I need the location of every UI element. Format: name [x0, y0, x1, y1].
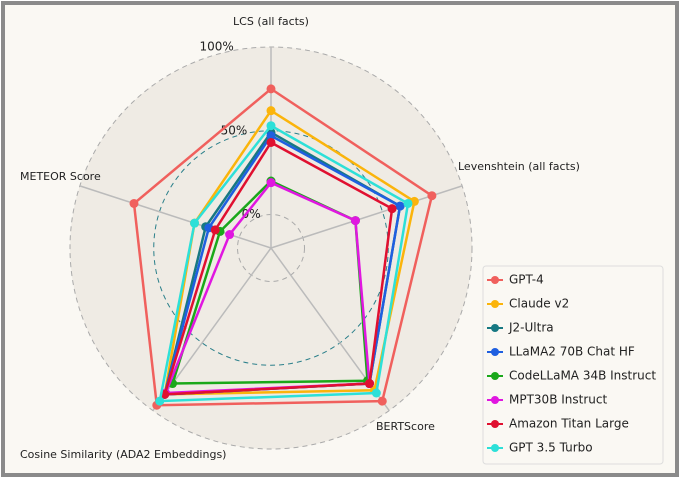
legend-marker: [491, 372, 499, 380]
legend: [482, 265, 664, 465]
legend-marker: [491, 444, 499, 452]
data-point: [225, 230, 235, 240]
data-point: [129, 198, 139, 208]
data-point: [364, 379, 374, 389]
legend-frame: [482, 265, 664, 465]
y-tick-label: 100%: [200, 40, 234, 54]
data-point: [266, 178, 276, 188]
data-point: [266, 131, 276, 141]
axis-label: Levenshtein (all facts): [458, 160, 580, 173]
legend-marker: [491, 420, 499, 428]
data-point: [403, 198, 413, 208]
data-point: [190, 218, 200, 228]
legend-label: Amazon Titan Large: [509, 417, 629, 431]
data-point: [350, 216, 360, 226]
legend-label: CodeLLaMA 34B Instruct: [509, 369, 656, 383]
axis-label: BERTScore: [376, 420, 435, 433]
legend-label: Claude v2: [509, 297, 569, 311]
data-point: [427, 191, 437, 201]
legend-marker: [491, 324, 499, 332]
axis-label: Cosine Similarity (ADA2 Embeddings): [20, 448, 226, 461]
legend-label: GPT 3.5 Turbo: [509, 441, 593, 455]
data-point: [266, 137, 276, 147]
data-point: [155, 396, 165, 406]
legend-marker: [491, 396, 499, 404]
data-point: [387, 204, 397, 214]
legend-marker: [491, 276, 499, 284]
series-line: [163, 108, 416, 396]
axis-spoke: [79, 185, 272, 249]
data-point: [210, 225, 220, 235]
data-point: [395, 201, 405, 211]
y-tick-label: 50%: [221, 123, 248, 137]
data-point: [266, 84, 276, 94]
data-point: [371, 388, 381, 398]
legend-marker: [491, 348, 499, 356]
legend-label: LLaMA2 70B Chat HF: [509, 345, 635, 359]
data-point: [377, 396, 387, 406]
data-point: [266, 106, 276, 116]
series-line: [162, 140, 394, 396]
axis-label: LCS (all facts): [233, 15, 309, 28]
legend-label: MPT30B Instruct: [509, 393, 607, 407]
legend-label: GPT-4: [509, 273, 544, 287]
axis-label: METEOR Score: [20, 170, 101, 183]
legend-marker: [491, 300, 499, 308]
series-line: [158, 124, 410, 403]
series-line: [132, 87, 434, 407]
legend-label: J2-Ultra: [508, 321, 554, 335]
data-point: [266, 121, 276, 131]
y-tick-label: 0%: [242, 207, 261, 221]
